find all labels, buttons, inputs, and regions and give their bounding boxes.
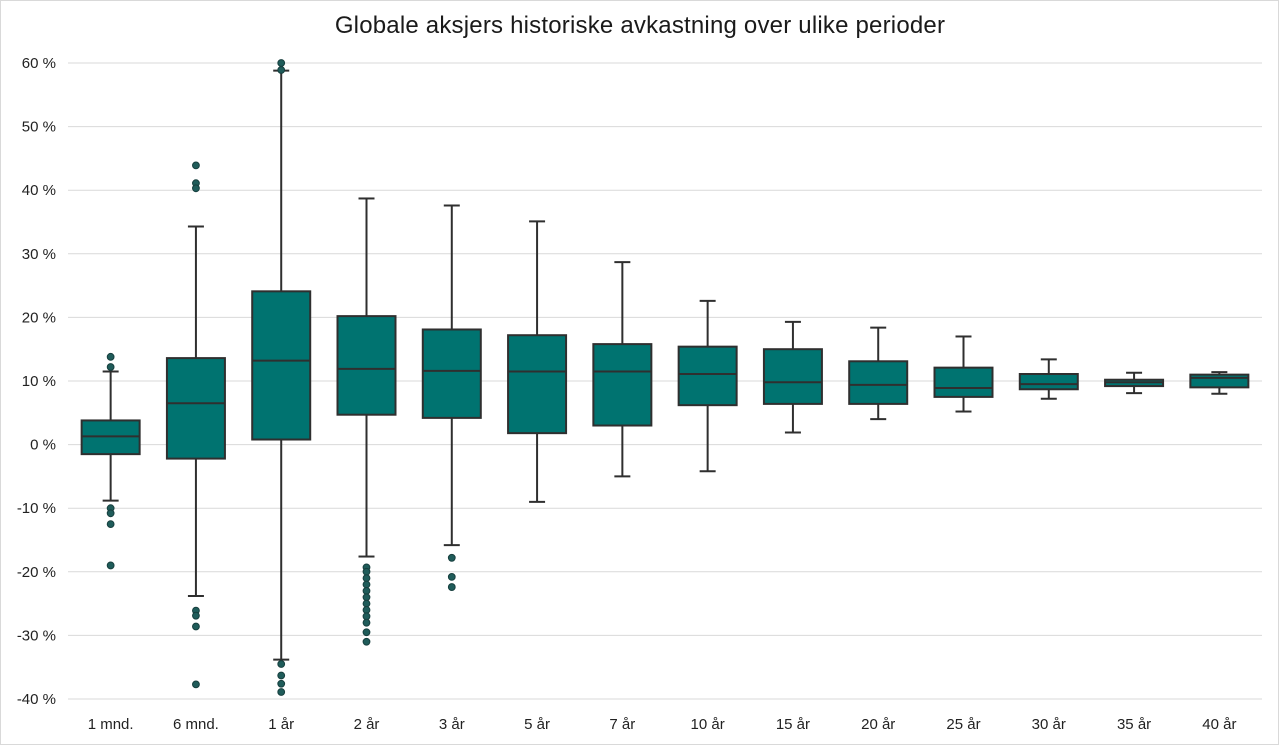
- y-tick-label: 20 %: [22, 309, 56, 326]
- outlier-point: [362, 628, 371, 637]
- outlier-point: [106, 520, 115, 528]
- box-series: [80, 59, 1250, 696]
- outlier-point: [362, 618, 371, 627]
- box-11: [1018, 358, 1079, 400]
- outlier-point: [362, 593, 371, 602]
- outlier-point: [277, 679, 286, 688]
- iqr-box: [677, 345, 738, 407]
- iqr-box: [848, 360, 909, 405]
- x-tick-label: 30 år: [1032, 716, 1066, 733]
- box-1: [165, 161, 226, 689]
- outlier-point: [192, 680, 200, 689]
- iqr-box: [165, 357, 226, 460]
- outlier-point: [277, 688, 286, 696]
- x-tick-label: 1 mnd.: [88, 716, 134, 733]
- y-tick-label: 10 %: [22, 373, 56, 390]
- x-tick-label: 35 år: [1117, 716, 1151, 733]
- box-12: [1104, 371, 1165, 395]
- y-tick-label: -40 %: [17, 691, 56, 708]
- y-tick-label: -20 %: [17, 564, 56, 581]
- y-tick-label: -30 %: [17, 627, 56, 644]
- x-tick-label: 20 år: [861, 716, 895, 733]
- gridlines: [68, 62, 1262, 700]
- outlier-point: [277, 660, 286, 668]
- x-tick-label: 3 år: [439, 716, 465, 733]
- y-tick-label: -10 %: [17, 500, 56, 517]
- outlier-point: [106, 561, 115, 570]
- y-tick-label: 0 %: [30, 437, 56, 454]
- outlier-point: [106, 352, 115, 361]
- outlier-point: [447, 583, 456, 591]
- x-tick-label: 5 år: [524, 716, 550, 733]
- x-tick-label: 25 år: [946, 716, 980, 733]
- x-tick-label: 2 år: [354, 716, 380, 733]
- iqr-box: [336, 315, 397, 416]
- y-tick-label: 30 %: [22, 246, 56, 263]
- chart-title: Globale aksjers historiske avkastning ov…: [334, 12, 946, 39]
- outlier-point: [362, 567, 371, 576]
- y-tick-label: 60 %: [22, 55, 56, 72]
- y-tick-label: 40 %: [22, 182, 56, 199]
- outlier-point: [362, 586, 371, 595]
- outlier-point: [362, 637, 371, 646]
- iqr-box: [592, 343, 653, 427]
- outlier-point: [447, 572, 456, 581]
- x-axis-tick-labels: 1 mnd. 6 mnd. 1 år 2 år 3 år 5 år 7 år 10 år 15 …: [88, 716, 1237, 733]
- iqr-box: [507, 334, 568, 435]
- outlier-point: [192, 611, 200, 620]
- x-tick-label: 40 år: [1202, 716, 1236, 733]
- box-7: [677, 299, 738, 473]
- outlier-point: [362, 599, 371, 608]
- iqr-box: [421, 328, 482, 419]
- outlier-point: [277, 59, 286, 67]
- iqr-box: [933, 366, 994, 398]
- y-axis-tick-labels: 60 % 50 % 40 % 30 % 20 % 10 % 0 % -10 % -20 % -30…: [17, 55, 56, 708]
- box-3: [336, 197, 397, 646]
- box-13: [1189, 371, 1250, 395]
- iqr-box: [762, 348, 823, 405]
- outlier-point: [192, 184, 200, 193]
- iqr-box: [1018, 373, 1079, 391]
- outlier-point: [277, 671, 286, 680]
- outlier-point: [447, 553, 456, 562]
- box-8: [762, 320, 823, 434]
- outlier-point: [106, 363, 115, 371]
- outlier-point: [192, 622, 200, 631]
- iqr-box: [251, 290, 312, 441]
- box-6: [592, 261, 653, 478]
- box-5: [507, 220, 568, 503]
- x-tick-label: 1 år: [268, 716, 294, 733]
- box-2: [251, 59, 312, 696]
- box-10: [933, 335, 994, 413]
- box-9: [848, 326, 909, 421]
- y-tick-label: 50 %: [22, 119, 56, 136]
- outlier-point: [362, 574, 371, 583]
- outlier-point: [106, 509, 115, 518]
- x-tick-label: 6 mnd.: [173, 716, 219, 733]
- x-tick-label: 7 år: [609, 716, 635, 733]
- outlier-point: [362, 612, 371, 621]
- x-tick-label: 10 år: [691, 716, 725, 733]
- iqr-box: [1189, 373, 1250, 389]
- outlier-point: [362, 580, 371, 589]
- outlier-point: [277, 66, 286, 74]
- outlier-point: [362, 606, 371, 614]
- box-0: [80, 352, 141, 570]
- outlier-point: [192, 161, 200, 170]
- x-tick-label: 15 år: [776, 716, 810, 733]
- box-4: [421, 204, 482, 591]
